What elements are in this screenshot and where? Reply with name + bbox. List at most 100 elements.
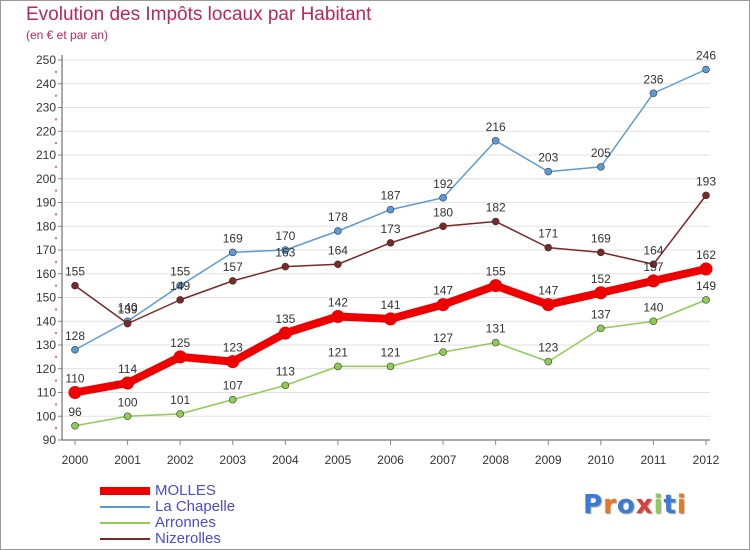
data-point	[544, 167, 553, 176]
y-tick-label: 150	[36, 291, 56, 305]
data-point	[649, 317, 658, 326]
legend-item: Arronnes	[100, 514, 350, 531]
data-label: 100	[118, 395, 138, 409]
series-arronnes: 96 100 101 107 113 121 121 127 131 123 137 140 149	[68, 279, 716, 430]
y-tick-label: 140	[36, 314, 56, 328]
data-point	[68, 386, 82, 399]
data-label: 149	[170, 279, 190, 293]
x-tick-label: 2005	[325, 453, 352, 467]
data-point	[281, 262, 290, 271]
data-label: 162	[696, 248, 716, 262]
data-point	[439, 193, 447, 202]
data-label: 113	[276, 364, 295, 378]
data-label: 114	[118, 362, 137, 376]
data-label: 170	[275, 229, 295, 243]
data-point	[646, 274, 660, 288]
data-label: 157	[223, 260, 243, 274]
data-label: 236	[643, 72, 663, 86]
data-label: 169	[591, 231, 611, 245]
logo-letter: o	[616, 490, 636, 520]
data-point	[228, 248, 237, 257]
y-tick-label: 130	[36, 338, 56, 352]
data-point	[386, 239, 395, 247]
data-label: 205	[591, 146, 611, 160]
data-point	[597, 324, 605, 333]
data-label: 163	[275, 246, 295, 260]
y-tick-label: 200	[36, 172, 56, 186]
legend-item: La Chapelle	[100, 498, 350, 515]
y-tick-label: 210	[36, 148, 56, 162]
legend-swatch	[100, 522, 150, 524]
data-label: 152	[591, 272, 611, 286]
x-tick-label: 2010	[587, 453, 614, 467]
data-label: 123	[223, 341, 243, 355]
logo-letter: r	[603, 490, 617, 520]
y-tick-label: 100	[36, 409, 56, 423]
data-label: 123	[538, 341, 558, 355]
legend-label: MOLLES	[155, 482, 216, 499]
data-label: 142	[328, 296, 348, 310]
data-point	[228, 277, 237, 285]
logo-letter: P	[583, 490, 604, 520]
data-label: 180	[433, 205, 453, 219]
data-label: 147	[433, 284, 453, 298]
data-point	[439, 222, 447, 231]
data-point	[544, 357, 553, 366]
data-label: 164	[643, 243, 663, 257]
data-point	[436, 298, 450, 312]
data-point	[334, 260, 342, 269]
y-tick-label: 220	[36, 124, 56, 138]
data-point	[123, 319, 132, 328]
legend-label: La Chapelle	[155, 498, 236, 515]
data-point	[71, 421, 79, 430]
data-point	[384, 312, 397, 326]
y-tick-label: 230	[36, 101, 56, 115]
x-tick-label: 2012	[693, 453, 720, 467]
data-label: 96	[68, 405, 82, 419]
data-point	[71, 345, 79, 354]
y-tick-label: 90	[43, 433, 57, 447]
y-tick-label: 120	[36, 362, 56, 376]
data-point	[702, 191, 710, 200]
data-point	[334, 362, 342, 371]
y-tick-label: 180	[36, 219, 56, 233]
data-point	[123, 412, 132, 421]
x-tick-label: 2004	[272, 453, 299, 467]
data-label: 246	[696, 49, 716, 63]
data-point	[491, 136, 500, 145]
data-point	[699, 262, 713, 276]
y-tick-label: 170	[36, 243, 56, 257]
data-label: 203	[538, 151, 558, 165]
data-label: 135	[275, 312, 295, 326]
data-label: 125	[170, 336, 190, 350]
data-point	[281, 381, 290, 390]
data-label: 216	[486, 120, 506, 134]
series-nizerolles: 155 139 149 157 163 164 173 180 182 171 169 164 193	[65, 174, 716, 328]
data-point	[386, 362, 395, 371]
data-label: 155	[486, 265, 506, 279]
y-tick-label: 160	[36, 267, 56, 281]
x-tick-label: 2009	[535, 453, 562, 467]
series-la-chapelle: 128 140 155 169 170 178 187 192 216 203 205 236 246	[65, 49, 716, 354]
data-point	[597, 248, 605, 257]
logo-letter: x	[635, 490, 654, 520]
chart-title: Evolution des Impôts locaux par Habitant	[26, 4, 372, 25]
data-label: 128	[65, 329, 85, 343]
legend-swatch	[100, 506, 150, 508]
data-label: 157	[643, 260, 663, 274]
data-point	[176, 281, 184, 290]
x-tick-label: 2002	[167, 453, 194, 467]
data-point	[594, 286, 608, 300]
data-label: 192	[433, 177, 453, 191]
legend-label: Arronnes	[155, 514, 216, 531]
data-label: 131	[486, 322, 506, 336]
logo-letter: i	[653, 490, 664, 520]
data-point	[176, 410, 184, 418]
data-label: 121	[380, 345, 400, 359]
data-label: 173	[380, 222, 400, 236]
data-point	[491, 338, 500, 347]
data-label: 155	[170, 265, 190, 279]
data-label: 101	[170, 393, 190, 407]
data-point	[71, 281, 79, 290]
data-label: 140	[643, 300, 663, 314]
